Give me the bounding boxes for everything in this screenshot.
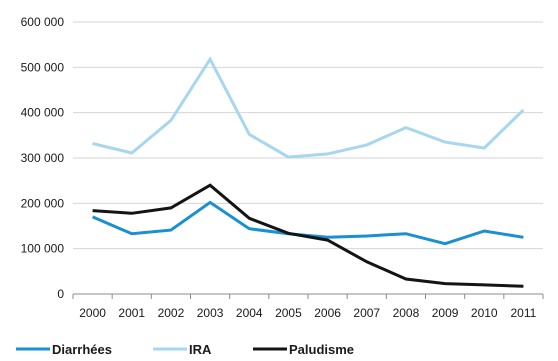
y-tick-labels: 0 100 000 200 000 300 000 400 000 500 000 600 … [21, 15, 65, 301]
x-tick-label: 2009 [432, 306, 459, 320]
y-tick-label: 300 000 [21, 151, 65, 165]
x-tick-label: 2005 [275, 306, 302, 320]
x-tick-label: 2007 [353, 306, 380, 320]
x-tick-label: 2001 [118, 306, 145, 320]
grid-lines [73, 21, 543, 250]
y-tick-label: 600 000 [21, 15, 65, 29]
y-tick-label: 0 [57, 287, 64, 301]
x-tick-labels: 2000 2001 2002 2003 2004 2005 2006 2007 2008 2009… [79, 306, 536, 320]
y-tick-label: 200 000 [21, 196, 65, 210]
legend-label: Paludisme [289, 342, 354, 357]
series-line-paludisme [92, 183, 524, 288]
legend-label: Diarrhées [52, 342, 112, 357]
y-tick-label: 100 000 [21, 242, 65, 256]
x-tick-label: 2008 [393, 306, 420, 320]
x-tick-label: 2002 [158, 306, 185, 320]
legend-item-ira: IRA [153, 342, 212, 357]
legend-item-paludisme: Paludisme [253, 342, 354, 357]
legend: Diarrhées IRA Paludisme [16, 342, 354, 357]
x-tick-label: 2010 [471, 306, 498, 320]
x-tick-label: 2003 [197, 306, 224, 320]
legend-item-diarrhees: Diarrhées [16, 342, 112, 357]
x-tick-label: 2004 [236, 306, 263, 320]
x-tick-label: 2011 [511, 306, 537, 320]
series-lines [92, 56, 525, 288]
series-line-ira [92, 56, 525, 159]
y-tick-label: 500 000 [21, 60, 65, 74]
y-tick-label: 400 000 [21, 106, 65, 120]
x-tick-label: 2006 [314, 306, 341, 320]
x-axis [72, 293, 544, 299]
legend-label: IRA [189, 342, 212, 357]
x-tick-label: 2000 [79, 306, 106, 320]
